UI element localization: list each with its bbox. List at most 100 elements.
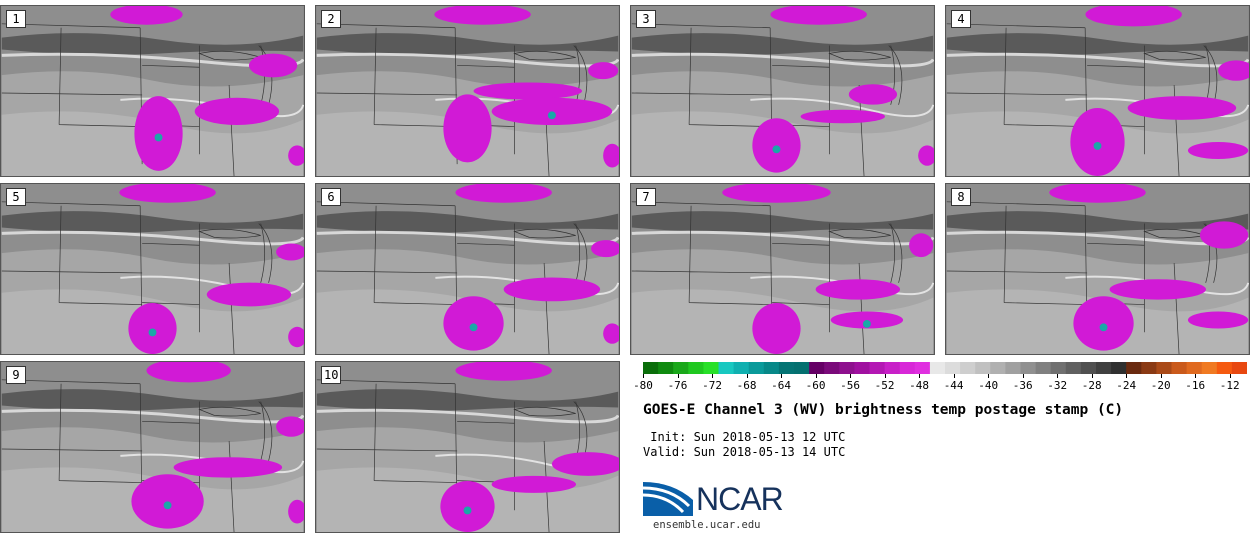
- colorbar-segment: [945, 362, 961, 374]
- colorbar-segment: [1201, 362, 1218, 374]
- white-streak: [750, 97, 934, 118]
- colorbar-segment: [733, 362, 750, 374]
- colorbar-segment: [1141, 362, 1157, 374]
- colorbar-segment: [869, 362, 886, 374]
- moisture-feature: [503, 277, 601, 302]
- colorbar-tick-label: -40: [978, 379, 999, 392]
- dark-moisture-band: [1, 211, 304, 233]
- moisture-feature: [770, 6, 867, 25]
- colorbar-tick-mark: [746, 374, 748, 378]
- moisture-feature: [491, 97, 613, 125]
- panel-map: [631, 6, 934, 176]
- colorbar-tick-label: -20: [1150, 379, 1171, 392]
- colorbar-tick-label: -60: [805, 379, 826, 392]
- moisture-feature: [131, 474, 204, 529]
- moisture-feature: [173, 457, 283, 478]
- postage-stamp-panel: 4: [945, 5, 1250, 177]
- moisture-feature: [491, 475, 577, 493]
- colorbar-segment: [884, 362, 901, 374]
- panel-map: [631, 184, 934, 354]
- panel-map: [316, 6, 619, 176]
- lake-michigan-outline: [260, 223, 266, 283]
- cold-cloud-top: [463, 506, 472, 515]
- colorbar-segment: [824, 362, 840, 374]
- moisture-feature: [1218, 60, 1249, 81]
- colorbar-segment: [1111, 362, 1127, 374]
- moisture-feature: [473, 82, 583, 100]
- moisture-feature: [909, 233, 934, 258]
- colorbar-tick-label: -36: [1012, 379, 1033, 392]
- colorbar-segment: [1156, 362, 1172, 374]
- panel-map: [946, 184, 1249, 354]
- panel-map: [1, 362, 304, 532]
- dark-moisture-band: [316, 33, 619, 55]
- moisture-feature: [440, 481, 495, 532]
- cold-cloud-top: [154, 133, 163, 142]
- ensemble-url: ensemble.ucar.edu: [653, 519, 761, 531]
- postage-stamp-panel: 9: [0, 361, 305, 533]
- moisture-feature: [1073, 296, 1134, 351]
- ncar-logo-icon: [643, 478, 693, 516]
- colorbar-segment: [1065, 362, 1082, 374]
- moisture-feature: [551, 452, 619, 476]
- colorbar-tick-mark: [1229, 374, 1231, 378]
- colorbar-tick-mark: [815, 374, 817, 378]
- colorbar-tick-mark: [1160, 374, 1162, 378]
- colorbar-tick-mark: [1126, 374, 1128, 378]
- dark-moisture-band: [1, 33, 304, 55]
- valid-time: Valid: Sun 2018-05-13 14 UTC: [643, 445, 846, 459]
- lake-michigan-outline: [890, 223, 896, 283]
- colorbar-segment: [960, 362, 976, 374]
- colorbar-tick-label: -68: [736, 379, 757, 392]
- postage-stamp-panel: 8: [945, 183, 1250, 355]
- colorbar-segment: [1005, 362, 1021, 374]
- colorbar-tick-label: -44: [943, 379, 964, 392]
- cold-cloud-top: [469, 323, 478, 332]
- postage-stamp-panel: 3: [630, 5, 935, 177]
- moisture-feature: [276, 416, 304, 437]
- panel-number: 3: [636, 10, 656, 28]
- colorbar-segment: [975, 362, 991, 374]
- great-lake-outline: [828, 50, 891, 61]
- colorbar-segment: [1231, 362, 1247, 374]
- moisture-feature: [752, 303, 801, 354]
- panel-number: 10: [321, 366, 342, 384]
- moisture-feature: [443, 296, 504, 351]
- colorbar-segment: [809, 362, 825, 374]
- panel-number: 1: [6, 10, 26, 28]
- colorbar: [643, 362, 1247, 374]
- colorbar-tick-label: -32: [1047, 379, 1068, 392]
- colorbar-segment: [718, 362, 735, 374]
- moisture-feature: [194, 97, 280, 125]
- colorbar-tick-mark: [850, 374, 852, 378]
- moisture-feature: [815, 279, 901, 300]
- colorbar-tick-label: -48: [909, 379, 930, 392]
- panel-map: [316, 184, 619, 354]
- dark-moisture-band: [946, 211, 1249, 233]
- postage-stamp-panel: 2: [315, 5, 620, 177]
- white-streak: [631, 52, 934, 68]
- init-time: Init: Sun 2018-05-13 12 UTC: [643, 430, 846, 444]
- colorbar-segment: [778, 362, 795, 374]
- state-borders: [1, 201, 273, 354]
- great-lake-outline: [198, 228, 261, 239]
- moisture-feature: [800, 109, 885, 124]
- panel-number: 9: [6, 366, 26, 384]
- dark-moisture-band: [631, 211, 934, 233]
- colorbar-tick-mark: [677, 374, 679, 378]
- great-lake-outline: [513, 406, 576, 417]
- colorbar-tick-mark: [919, 374, 921, 378]
- moisture-feature: [110, 6, 183, 25]
- great-lake-outline: [513, 228, 576, 239]
- moisture-feature: [443, 94, 492, 163]
- cold-cloud-top: [163, 501, 172, 510]
- colorbar-tick-mark: [884, 374, 886, 378]
- colorbar-segment: [688, 362, 704, 374]
- state-borders: [631, 23, 903, 176]
- colorbar-segment: [643, 362, 659, 374]
- dark-moisture-band: [316, 211, 619, 233]
- colorbar-segment: [1035, 362, 1052, 374]
- colorbar-tick-label: -72: [702, 379, 722, 392]
- colorbar-segment: [1020, 362, 1037, 374]
- moisture-feature: [603, 323, 619, 344]
